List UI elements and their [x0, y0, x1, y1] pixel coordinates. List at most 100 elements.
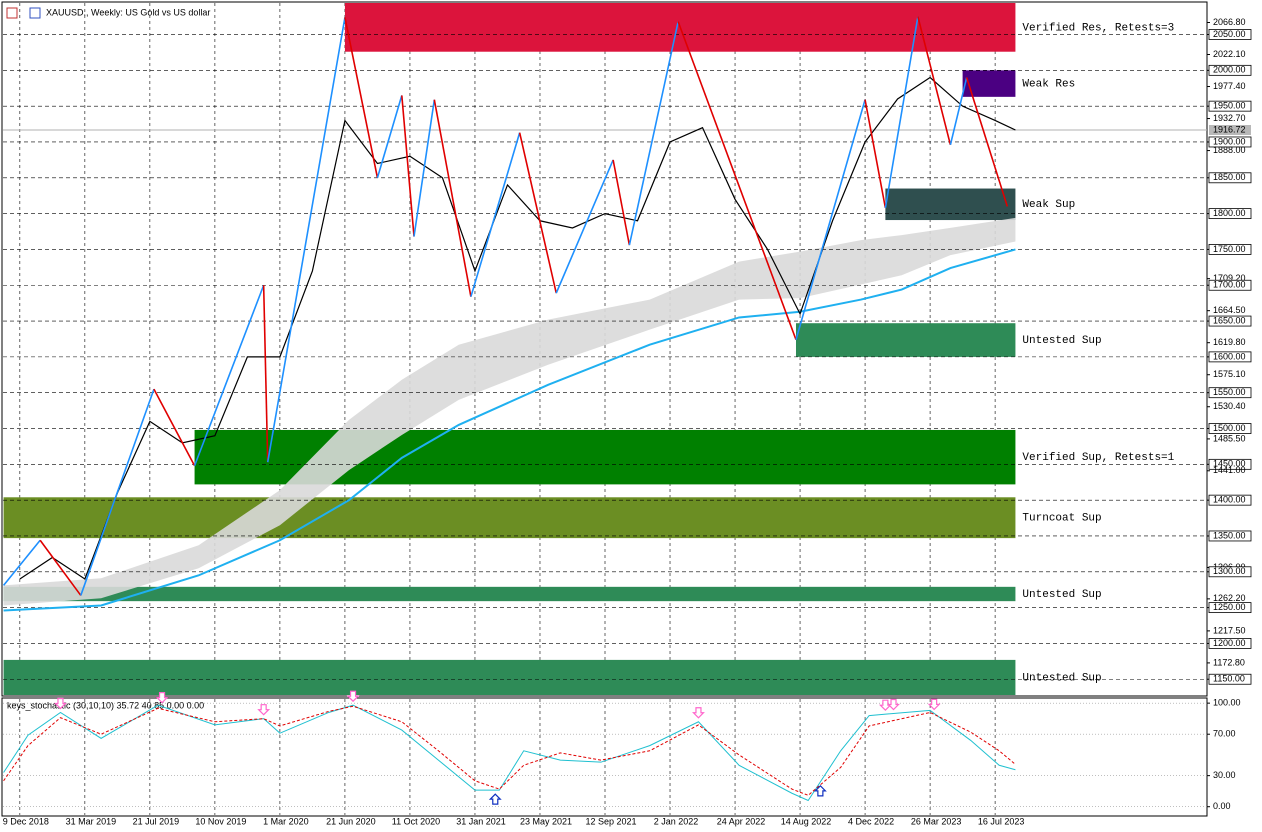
zone-label: Verified Sup, Retests=1: [1022, 452, 1174, 464]
zigzag-segment: [555, 159, 614, 294]
x-tick-label: 31 Mar 2019: [66, 816, 117, 826]
tick-box: [1208, 136, 1252, 148]
down-arrow: [54, 697, 67, 710]
tick-box: [1208, 208, 1252, 220]
x-tick-label: 1 Mar 2020: [263, 816, 309, 826]
x-tick-label: 2 Jan 2022: [654, 816, 699, 826]
y-tick-label: 1400.00: [1213, 495, 1246, 505]
zigzag-segment: [949, 77, 968, 146]
tick-box: [1208, 530, 1252, 542]
y-tick-label: 1709.20: [1213, 273, 1246, 283]
y-tick-label: 1200.00: [1213, 638, 1246, 648]
up-arrow: [488, 793, 502, 805]
zigzag-segment: [344, 17, 379, 178]
zone: [885, 188, 1016, 221]
y-tick-label: 1977.40: [1213, 81, 1246, 91]
y-tick-label: 2022.10: [1213, 49, 1246, 59]
zigzag-segment: [677, 21, 797, 340]
x-tick-label: 14 Aug 2022: [781, 816, 832, 826]
zone-label: Untested Sup: [1022, 589, 1101, 601]
zigzag-segment: [884, 16, 919, 209]
x-tick-label: 21 Jul 2019: [133, 816, 180, 826]
stoch-main: [3, 704, 1016, 802]
tick-box: [1208, 244, 1252, 255]
tick-box: [1208, 315, 1252, 327]
sub-frame: [1, 697, 1208, 817]
tick-box: [1208, 279, 1252, 291]
stoch-signal: [3, 705, 1016, 796]
ma-band: [3, 217, 1016, 606]
y-tick-label: 1650.00: [1213, 315, 1246, 325]
zigzag-segment: [153, 388, 196, 467]
zigzag-segment: [612, 159, 631, 246]
tick-box: [1208, 494, 1252, 506]
zigzag-segment: [917, 16, 952, 146]
y-tick-label: 1150.00: [1213, 674, 1245, 684]
y-tick-label: 1485.50: [1213, 433, 1246, 443]
tick-box: [1208, 638, 1252, 649]
zone: [3, 497, 1016, 539]
tick-box: [1208, 64, 1252, 76]
tick-box: [1208, 458, 1252, 470]
x-tick-label: 16 Jul 2023: [978, 816, 1025, 826]
x-tick-label: 11 Oct 2020: [392, 816, 440, 826]
y-tick-label: 1888.00: [1213, 145, 1246, 155]
zone: [3, 659, 1016, 695]
up-arrow: [813, 785, 827, 797]
zigzag-segment: [401, 95, 415, 237]
zigzag-segment: [470, 132, 521, 297]
y-tick-label: 1619.80: [1213, 337, 1246, 347]
down-arrow: [692, 707, 705, 719]
ma-line: [3, 248, 1016, 612]
last-price-box: [1209, 124, 1251, 135]
x-tick-label: 26 Mar 2023: [911, 816, 962, 826]
zigzag-segment: [266, 17, 346, 463]
last-price-label: 1916.72: [1213, 124, 1246, 134]
y-tick-label: 1530.40: [1213, 401, 1246, 411]
y-tick-label: 1441.00: [1213, 465, 1246, 475]
zigzag-segment: [193, 284, 265, 467]
down-arrow: [257, 704, 271, 716]
x-tick-label: 9 Dec 2018: [3, 816, 49, 826]
tick-box: [1208, 387, 1252, 399]
zone-label: Untested Sup: [1022, 672, 1101, 684]
tick-box: [1208, 602, 1252, 614]
tick-box: [1208, 172, 1252, 184]
down-arrow: [878, 699, 892, 712]
tick-box: [1208, 423, 1252, 434]
y-tick-label: 1850.00: [1213, 172, 1246, 182]
icon: [6, 7, 18, 19]
y-tick-label: 2000.00: [1213, 65, 1246, 75]
y-tick-label: 70.00: [1213, 729, 1236, 739]
zone-label: Weak Res: [1022, 78, 1075, 90]
x-tick-label: 24 Apr 2022: [717, 816, 766, 826]
tick-box: [1208, 100, 1252, 112]
x-tick-label: 12 Sep 2021: [585, 816, 636, 826]
x-tick-label: 4 Dec 2022: [848, 816, 894, 826]
zigzag-segment: [413, 99, 436, 237]
tick-box: [1208, 673, 1252, 685]
zone: [3, 586, 1016, 602]
x-tick-label: 10 Nov 2019: [195, 816, 246, 826]
y-tick-label: 1600.00: [1213, 351, 1246, 361]
y-tick-label: 1500.00: [1213, 423, 1246, 433]
y-tick-label: 1575.10: [1213, 369, 1246, 379]
tick-box: [1208, 351, 1252, 363]
zigzag-segment: [39, 539, 82, 596]
zigzag-segment: [864, 99, 887, 209]
y-tick-label: 1900.00: [1213, 136, 1246, 146]
zigzag-segment: [628, 21, 679, 246]
x-tick-label: 23 May 2021: [520, 816, 572, 826]
y-tick-label: 1217.50: [1213, 625, 1246, 635]
zigzag-segment: [518, 132, 558, 294]
zigzag-segment: [433, 99, 472, 297]
chart-title: XAUUSD., Weekly: US Gold vs US dollar: [46, 7, 210, 17]
y-tick-label: 1664.50: [1213, 305, 1246, 315]
x-tick-label: 21 Jun 2020: [326, 816, 376, 826]
tick-box: [1208, 566, 1252, 578]
y-tick-label: 1932.70: [1213, 113, 1246, 123]
zone: [795, 323, 1016, 357]
y-tick-label: 1350.00: [1213, 530, 1246, 540]
icon: [29, 7, 41, 19]
